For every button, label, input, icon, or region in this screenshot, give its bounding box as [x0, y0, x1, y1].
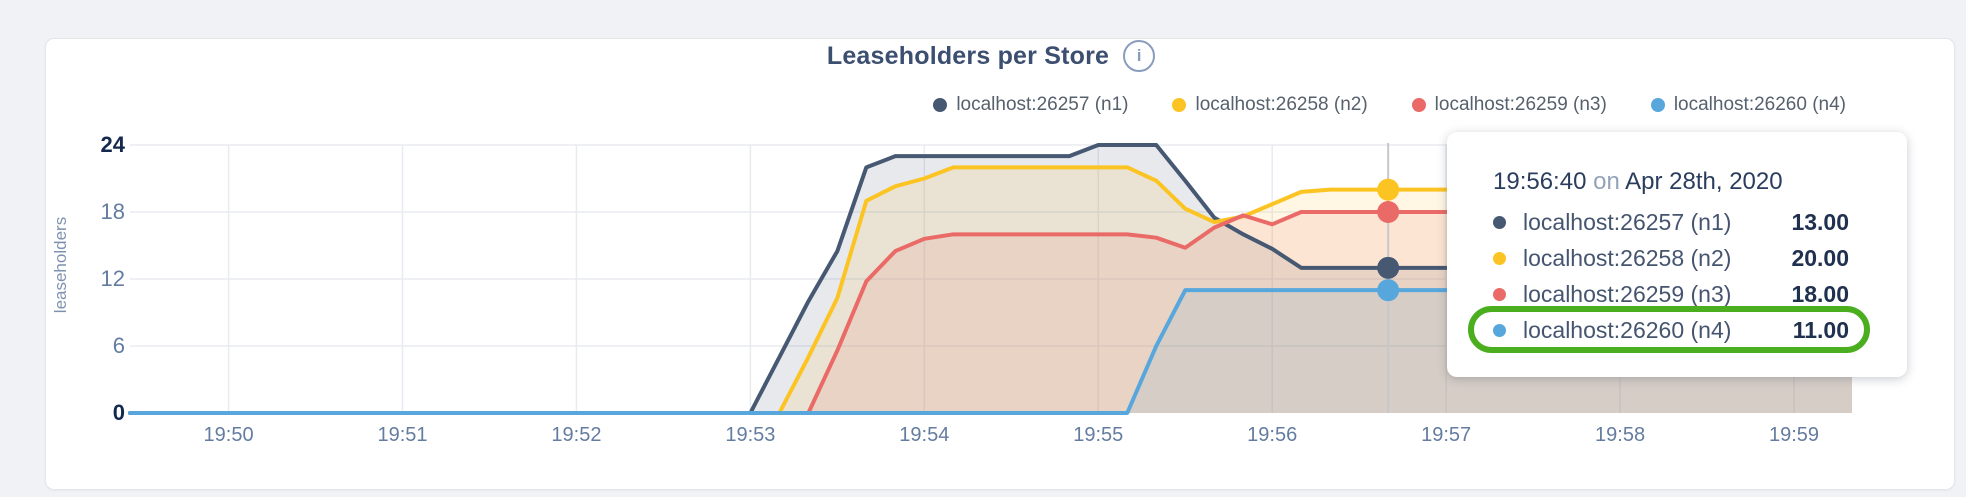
- tooltip-row-label: localhost:26258 (n2): [1523, 244, 1732, 271]
- legend: localhost:26257 (n1) localhost:26258 (n2…: [933, 92, 1846, 118]
- legend-item-n3[interactable]: localhost:26259 (n3): [1411, 94, 1607, 116]
- legend-dot-icon: [933, 98, 948, 112]
- series-area: [130, 212, 1852, 413]
- hover-point: [1377, 178, 1400, 201]
- tooltip-on-word: on: [1593, 168, 1620, 195]
- highlight-annotation-ring: [1468, 306, 1870, 353]
- legend-dot-icon: [1650, 98, 1665, 112]
- series-area: [130, 145, 1852, 413]
- info-icon[interactable]: i: [1123, 40, 1156, 72]
- y-tick-label: 12: [100, 266, 125, 291]
- y-tick-label: 0: [112, 400, 125, 425]
- tooltip-row-label: localhost:26259 (n3): [1523, 280, 1732, 307]
- tooltip-row-n1: localhost:26257 (n1) 13.00: [1493, 204, 1849, 240]
- tooltip-date: Apr 28th, 2020: [1625, 168, 1783, 195]
- x-tick-label: 19:57: [1421, 424, 1472, 446]
- tooltip-row-value: 13.00: [1791, 208, 1849, 235]
- tooltip-row-n4: localhost:26260 (n4) 11.00: [1493, 312, 1849, 348]
- x-tick-label: 19:59: [1768, 424, 1820, 446]
- tooltip-row-n3: localhost:26259 (n3) 18.00: [1493, 276, 1849, 312]
- x-tick-label: 19:58: [1595, 424, 1646, 446]
- legend-item-n2[interactable]: localhost:26258 (n2): [1172, 94, 1368, 116]
- x-tick-label: 19:50: [203, 424, 254, 446]
- series-dot-icon: [1493, 323, 1506, 337]
- tooltip-row-value: 20.00: [1791, 244, 1849, 271]
- x-tick-label: 19:54: [899, 424, 950, 446]
- y-axis-label: leaseholders: [51, 216, 70, 314]
- tooltip-timestamp: 19:56:40 on Apr 28th, 2020: [1493, 168, 1907, 196]
- series-line: [128, 210, 1854, 415]
- series-area: [130, 290, 1852, 413]
- x-tick-label: 19:55: [1073, 424, 1124, 446]
- tooltip-row-label: localhost:26260 (n4): [1523, 316, 1732, 343]
- legend-item-n4[interactable]: localhost:26260 (n4): [1650, 94, 1846, 116]
- legend-label: localhost:26258 (n2): [1195, 94, 1368, 115]
- y-tick-label: 18: [100, 199, 125, 224]
- series-line: [128, 143, 1854, 415]
- series-dot-icon: [1493, 215, 1506, 229]
- hover-point: [1377, 256, 1400, 279]
- series-line: [128, 165, 1854, 415]
- tooltip-row-label: localhost:26257 (n1): [1523, 208, 1732, 235]
- legend-dot-icon: [1411, 98, 1426, 112]
- legend-dot-icon: [1172, 98, 1187, 112]
- tooltip-row-value: 11.00: [1792, 316, 1849, 343]
- x-tick-label: 19:53: [725, 424, 776, 446]
- tooltip-row-n2: localhost:26258 (n2) 20.00: [1493, 240, 1849, 276]
- series-line: [128, 288, 1854, 415]
- legend-label: localhost:26257 (n1): [956, 94, 1129, 115]
- series-dot-icon: [1493, 287, 1506, 301]
- chart-header: Leaseholders per Store i: [130, 38, 1852, 74]
- hover-point: [1377, 201, 1400, 223]
- tooltip-time: 19:56:40: [1493, 168, 1587, 195]
- tooltip-row-value: 18.00: [1791, 280, 1849, 307]
- page-title: Leaseholders per Store: [826, 41, 1110, 70]
- y-tick-label: 6: [112, 333, 125, 358]
- y-tick-label: 24: [100, 132, 125, 157]
- series-area: [130, 167, 1852, 413]
- hover-point: [1377, 279, 1400, 302]
- legend-label: localhost:26259 (n3): [1434, 94, 1607, 115]
- series-dot-icon: [1493, 251, 1506, 265]
- x-tick-label: 19:51: [377, 424, 428, 446]
- legend-item-n1[interactable]: localhost:26257 (n1): [933, 94, 1128, 116]
- legend-label: localhost:26260 (n4): [1673, 94, 1846, 115]
- hover-tooltip: 19:56:40 on Apr 28th, 2020 localhost:262…: [1447, 132, 1907, 377]
- x-tick-label: 19:52: [551, 424, 602, 446]
- x-tick-label: 19:56: [1247, 424, 1298, 446]
